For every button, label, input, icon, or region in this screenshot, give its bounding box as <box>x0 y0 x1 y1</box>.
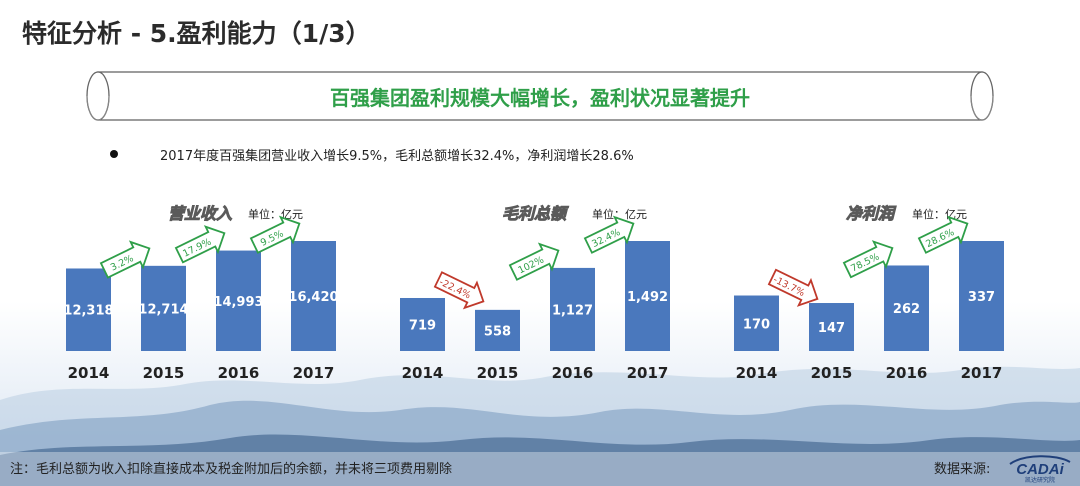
bar-value-label: 1,492 <box>627 290 668 305</box>
arrow-icon <box>99 240 151 279</box>
arrow-icon <box>842 240 894 279</box>
growth-arrow-up: 32.4% <box>583 215 635 254</box>
arrow-icon <box>767 268 819 307</box>
arrow-icon <box>174 225 226 264</box>
bar <box>734 295 779 351</box>
category-label: 2014 <box>402 364 444 382</box>
category-label: 2017 <box>961 364 1003 382</box>
bar <box>550 267 595 351</box>
bar-value-label: 16,420 <box>288 290 338 305</box>
bar-value-label: 12,318 <box>63 304 113 319</box>
chart-unit: 单位：亿元 <box>248 207 303 221</box>
bar-value-label: 719 <box>409 318 436 333</box>
category-label: 2016 <box>552 364 594 382</box>
bar-value-label: 12,714 <box>138 302 188 317</box>
chart-title: 净利润 <box>846 204 897 223</box>
bar <box>141 265 186 351</box>
chart-title: 营业收入 <box>168 204 232 223</box>
bar <box>291 241 336 351</box>
category-label: 2015 <box>477 364 519 382</box>
category-label: 2016 <box>218 364 260 382</box>
source-label: 数据来源: <box>934 462 991 477</box>
bar-value-label: 147 <box>818 321 845 336</box>
arrow-icon <box>249 215 301 254</box>
summary-bullet: 2017年度百强集团营业收入增长9.5%，毛利总额增长32.4%，净利润增长28… <box>160 149 634 164</box>
scroll-banner <box>86 71 994 121</box>
cadai-logo: CADAi 凯达研究院 <box>1009 455 1071 484</box>
chart-title: 毛利总额 <box>502 204 569 223</box>
svg-text:CADAi: CADAi <box>1016 461 1064 478</box>
bar-value-label: 262 <box>893 302 920 317</box>
bar-value-label: 337 <box>968 290 995 305</box>
bar-value-label: 14,993 <box>213 295 263 310</box>
arrow-icon <box>433 271 485 310</box>
bar-value-label: 1,127 <box>552 303 593 318</box>
arrow-icon <box>917 215 969 254</box>
category-label: 2017 <box>627 364 669 382</box>
arrow-icon <box>508 242 560 281</box>
chart-1: 营业收入 单位：亿元 12,318 2014 12,714 2015 14,993 2016 1… <box>63 204 338 382</box>
category-label: 2014 <box>736 364 778 382</box>
category-label: 2015 <box>143 364 185 382</box>
page-title: 特征分析 - 5.盈利能力（1/3） <box>22 19 371 48</box>
bar-value-label: 170 <box>743 317 770 332</box>
chart-3: 净利润 单位：亿元1702014147201526220163372017-13.… <box>734 204 1004 382</box>
category-label: 2017 <box>293 364 335 382</box>
svg-text:凯达研究院: 凯达研究院 <box>1025 476 1055 484</box>
bar <box>884 265 929 351</box>
bar <box>959 241 1004 351</box>
category-label: 2014 <box>68 364 110 382</box>
category-label: 2016 <box>886 364 928 382</box>
bar <box>625 241 670 351</box>
chart-unit: 单位：亿元 <box>912 207 967 221</box>
bar <box>809 303 854 351</box>
chart-2: 毛利总额 单位：亿元 719 2014 558 2015 1,127 2016 1,492 201… <box>400 204 670 382</box>
bar-value-label: 558 <box>484 324 511 339</box>
chart-unit: 单位：亿元 <box>592 207 647 221</box>
bar <box>400 297 445 351</box>
bullet-icon <box>110 150 118 158</box>
bar <box>216 250 261 351</box>
category-label: 2015 <box>811 364 853 382</box>
bar <box>66 268 111 351</box>
bar <box>475 309 520 351</box>
arrow-icon <box>583 215 635 254</box>
footnote: 注：毛利总额为收入扣除直接成本及税金附加后的余额，并未将三项费用剔除 <box>10 462 453 477</box>
banner-headline: 百强集团盈利规模大幅增长，盈利状况显著提升 <box>330 86 750 110</box>
